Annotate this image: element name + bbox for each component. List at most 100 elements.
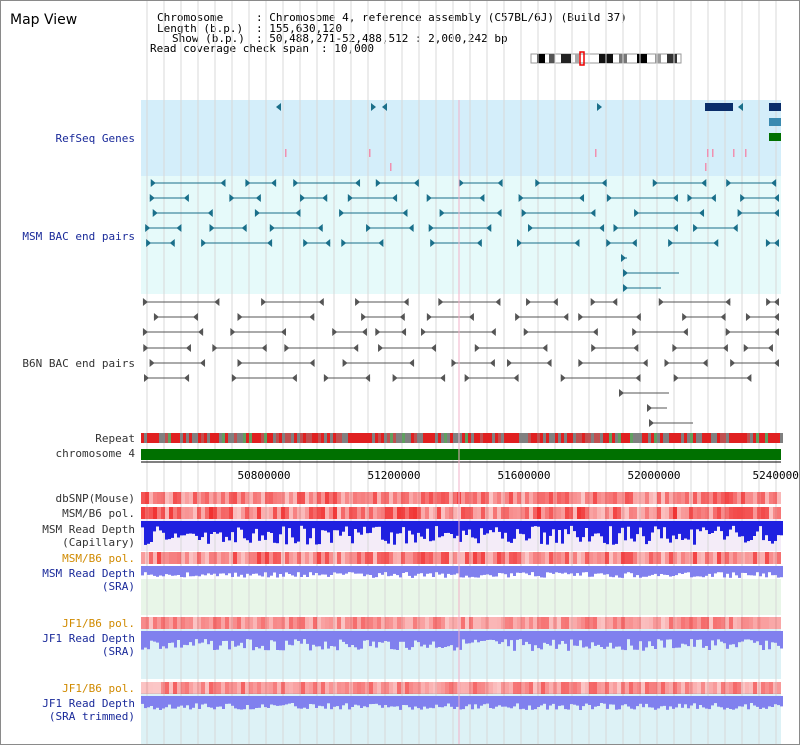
jf1-depth-trim-bar (666, 696, 669, 710)
msm-bac-pair-end (574, 239, 580, 247)
track-label-dbsnp[interactable]: dbSNP(Mouse) (56, 492, 135, 505)
track-label-msm-b6-pol-1[interactable]: MSM/B6 pol. (62, 507, 135, 520)
msm-depth-cap-bar (606, 521, 609, 545)
jf1-b6-pol-cell (677, 617, 681, 629)
msm-bac-pair-end (150, 179, 156, 187)
jf1-b6-pol-cell (537, 682, 541, 694)
track-label-jf1-b6-pol-1[interactable]: JF1/B6 pol. (62, 617, 135, 630)
msm-b6-pol-cell (361, 507, 365, 519)
track-label-jf1-depth-trim[interactable]: JF1 Read Depth (42, 697, 135, 710)
msm-depth-cap-bar (513, 521, 516, 539)
msm-depth-sra-bar (363, 566, 366, 577)
repeat-track[interactable] (141, 433, 783, 443)
msm-depth-cap-bar (462, 521, 465, 531)
msm-depth-sra-bar (648, 566, 651, 576)
msm-depth-cap-bar (534, 521, 537, 527)
jf1-depth-trim-bar (561, 696, 564, 706)
msm-depth-cap-bar (417, 521, 420, 533)
track-label-jf1-b6-pol-2[interactable]: JF1/B6 pol. (62, 682, 135, 695)
gene-arrow (371, 103, 376, 111)
jf1-b6-pol-cell (777, 617, 781, 629)
msm-depth-sra-bar (552, 566, 555, 574)
msm-depth-cap-bar (597, 521, 600, 534)
msm-bac-track[interactable] (145, 179, 779, 292)
msm-depth-cap-bar (636, 521, 639, 535)
track-label-msm-depth-sra[interactable]: MSM Read Depth (42, 567, 135, 580)
jf1-depth-sra-bar (354, 631, 357, 648)
repeat-block (180, 433, 183, 443)
jf1-depth-sra-bar (285, 631, 288, 641)
msm-bac-pair-end (271, 179, 277, 187)
msm-bac-pair-end (426, 194, 432, 202)
jf1-depth-trim-bar (285, 696, 288, 705)
jf1-depth-trim-bar (288, 696, 291, 704)
msm-depth-cap-bar (309, 521, 312, 539)
msm-depth-cap-bar (339, 521, 342, 536)
track-label-msm-b6-pol-2[interactable]: MSM/B6 pol. (62, 552, 135, 565)
jf1-depth-sra-bar (726, 631, 729, 649)
refseq-genes-track[interactable] (276, 103, 781, 171)
gene-tick (369, 149, 371, 157)
dbsnp-cell (529, 492, 533, 504)
msm-depth-cap-bar (390, 521, 393, 533)
snp-and-depth-tracks[interactable] (141, 492, 783, 710)
track-label-msm-bac[interactable]: MSM BAC end pairs (22, 230, 135, 243)
repeat-block (453, 433, 456, 443)
msm-b6-pol-cell (301, 507, 305, 519)
jf1-b6-pol-cell (705, 682, 709, 694)
track-label-chromosome[interactable]: chromosome 4 (56, 447, 136, 460)
jf1-b6-pol-cell (641, 617, 645, 629)
jf1-depth-trim-bar (537, 696, 540, 707)
msm-depth-sra-bar (669, 566, 672, 577)
jf1-b6-pol-cell (489, 617, 493, 629)
dbsnp-cell (181, 492, 185, 504)
b6n-bac-track[interactable] (142, 298, 779, 427)
jf1-b6-pol-cell (505, 682, 509, 694)
dbsnp-cell (481, 492, 485, 504)
msm-bac-pair-end (623, 269, 628, 277)
jf1-b6-pol-cell (541, 617, 545, 629)
jf1-depth-trim-bar (729, 696, 732, 709)
chromosome-bar[interactable] (141, 449, 781, 460)
msm-depth-cap-bar (684, 521, 687, 539)
jf1-depth-trim-bar (180, 696, 183, 706)
jf1-depth-trim-bar (723, 696, 726, 710)
dbsnp-cell (633, 492, 637, 504)
msm-b6-pol-cell (233, 552, 237, 564)
jf1-depth-sra-bar (150, 631, 153, 641)
dbsnp-cell (605, 492, 609, 504)
b6n-bac-pair-end (143, 344, 149, 352)
jf1-depth-trim-bar (333, 696, 336, 707)
jf1-depth-sra-bar (225, 631, 228, 641)
jf1-b6-pol-cell (185, 682, 189, 694)
msm-depth-cap-bar (546, 521, 549, 545)
msm-bac-pair-end (476, 239, 482, 247)
dbsnp-cell (293, 492, 297, 504)
b6n-bac-pair-end (578, 313, 584, 321)
track-label-msm-depth-cap[interactable]: MSM Read Depth (42, 523, 135, 536)
jf1-depth-sra-bar (486, 631, 489, 640)
msm-depth-sra-bar (453, 566, 456, 575)
msm-depth-cap-bar (549, 521, 552, 536)
jf1-depth-sra-bar (432, 631, 435, 642)
dbsnp-cell (261, 492, 265, 504)
jf1-depth-trim-bar (249, 696, 252, 710)
track-label-b6n-bac[interactable]: B6N BAC end pairs (22, 357, 135, 370)
msm-b6-pol-cell (425, 507, 429, 519)
msm-depth-cap-bar (579, 521, 582, 542)
track-label-jf1-depth-sra[interactable]: JF1 Read Depth (42, 632, 135, 645)
track-label-refseq-genes[interactable]: RefSeq Genes (56, 132, 135, 145)
jf1-depth-trim-bar (150, 696, 153, 706)
repeat-block (429, 433, 432, 443)
msm-b6-pol-cell (365, 507, 369, 519)
jf1-b6-pol-cell (477, 682, 481, 694)
msm-depth-cap-bar (357, 521, 360, 533)
msm-bac-pair-end (652, 179, 658, 187)
msm-b6-pol-cell (673, 507, 677, 519)
jf1-depth-trim-bar (222, 696, 225, 709)
track-label-repeat[interactable]: Repeat (95, 432, 135, 445)
msm-b6-pol-cell (249, 552, 253, 564)
msm-b6-pol-cell (353, 507, 357, 519)
repeat-block (450, 433, 453, 443)
